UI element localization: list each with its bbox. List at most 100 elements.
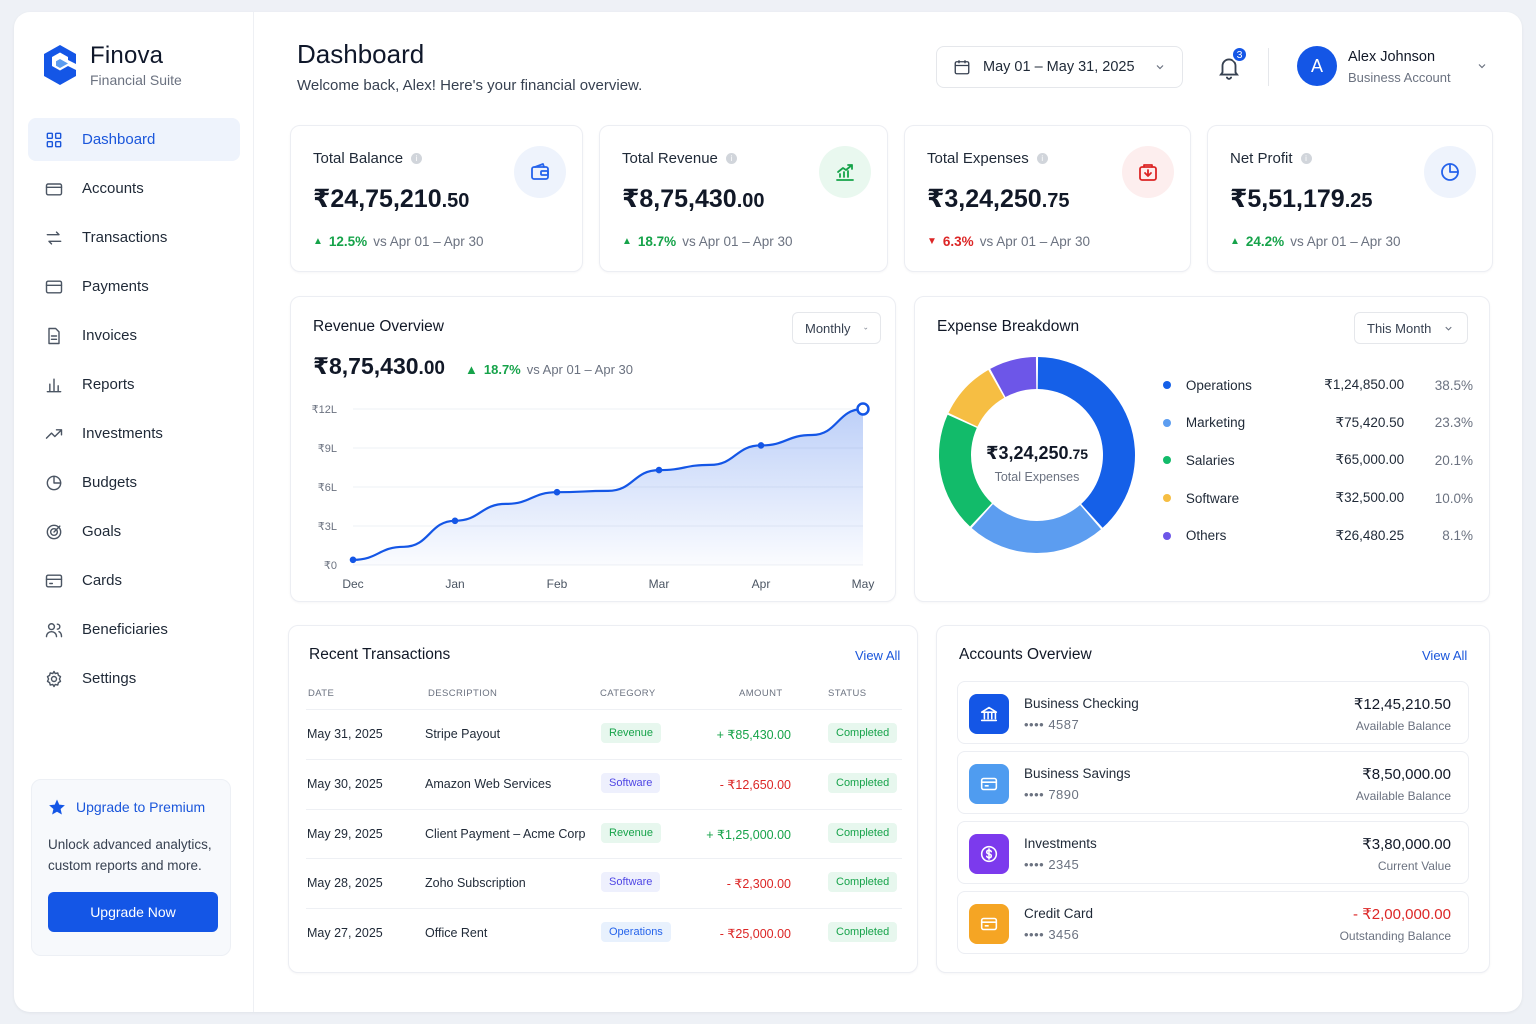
legend-name: Others [1185,528,1227,544]
donut-center-value: ₹3,24,250 [985,443,1069,463]
data-point[interactable] [451,517,459,525]
revenue-change-value: 18.7% [483,362,521,377]
stat-card-total-expenses: Total Expenses i ₹3,24,250.75 ▼ 6.3% vs A… [904,125,1191,272]
data-point[interactable] [349,556,357,564]
brand-name: Finova [90,42,164,69]
info-icon[interactable]: i [725,153,737,164]
sidebar-item-label: Reports [82,376,135,393]
sidebar-item-reports[interactable]: Reports [28,363,240,406]
document-icon [44,326,64,346]
tx-amount: - ₹25,000.00 [719,927,791,942]
stat-value: ₹24,75,210 [313,185,442,213]
stat-value: ₹5,51,179 [1230,185,1345,213]
data-point[interactable] [856,402,870,416]
sidebar-item-payments[interactable]: Payments [28,265,240,308]
table-row[interactable]: May 29, 2025 Client Payment – Acme Corp … [306,808,902,859]
account-business-savings[interactable]: Business Savings •••• 7890 ₹8,50,000.00 … [957,751,1469,814]
up-arrow-icon: ▲ [622,236,632,247]
stat-compare: vs Apr 01 – Apr 30 [979,234,1091,249]
bar-chart-icon [44,375,64,395]
revenue-period-dropdown[interactable]: Monthly [792,312,881,344]
tx-description: Client Payment – Acme Corp [425,826,586,841]
donut-slice-salaries[interactable] [939,414,992,527]
stat-value: ₹3,24,250 [927,185,1042,213]
table-row[interactable]: May 30, 2025 Amazon Web Services Softwar… [306,758,902,809]
revenue-period-value: Monthly [805,320,851,336]
sidebar-item-label: Payments [82,278,149,295]
revenue-value-decimal: .00 [418,358,445,379]
revenue-compare-text: vs Apr 01 – Apr 30 [526,362,633,377]
sidebar-item-investments[interactable]: Investments [28,412,240,455]
y-tick-label: ₹9L [318,443,337,455]
tx-description: Office Rent [425,926,488,941]
pie-icon [44,473,64,493]
donut-slice-operations[interactable] [1037,357,1135,528]
data-point[interactable] [553,488,561,496]
brand[interactable]: Finova Financial Suite [42,42,182,88]
expense-donut-chart [939,357,1135,553]
legend-percent: 20.1% [1434,452,1473,468]
card-icon [44,571,64,591]
chevron-down-icon [1156,65,1164,70]
category-badge: Software [601,772,661,793]
date-range-picker[interactable]: May 01 – May 31, 2025 [936,46,1183,88]
sidebar-item-cards[interactable]: Cards [28,559,240,602]
sidebar-item-label: Invoices [82,327,138,344]
sidebar-item-accounts[interactable]: Accounts [28,167,240,210]
accounts-view-all-link[interactable]: View All [1422,648,1468,663]
trend-icon [44,424,64,444]
table-row[interactable]: May 31, 2025 Stripe Payout Revenue + ₹85… [306,709,902,759]
account-balance-label: Outstanding Balance [1339,929,1451,943]
y-tick-label: ₹0 [324,560,337,572]
data-point[interactable] [655,466,663,474]
account-business-checking[interactable]: Business Checking •••• 4587 ₹12,45,210.5… [957,681,1469,744]
sidebar-item-transactions[interactable]: Transactions [28,216,240,259]
sidebar-item-settings[interactable]: Settings [28,657,240,700]
col-date: DATE [308,688,335,699]
sidebar-item-budgets[interactable]: Budgets [28,461,240,504]
sidebar-item-beneficiaries[interactable]: Beneficiaries [28,608,240,651]
col-category: CATEGORY [600,688,656,699]
sidebar-item-label: Accounts [82,180,144,197]
sidebar-nav: Dashboard Accounts Transactions Payments Inv… [28,118,240,706]
accounts-overview-card: Accounts Overview View All Business Chec… [936,625,1490,973]
sidebar-item-invoices[interactable]: Invoices [28,314,240,357]
bell-icon[interactable] [1216,54,1242,80]
user-name[interactable]: Alex Johnson [1348,49,1436,65]
page-title: Dashboard [297,39,425,69]
revenue-line-chart: ₹0 ₹3L ₹6L ₹9L ₹12L Dec Jan Feb Mar Apr May [312,402,874,591]
bank-icon [969,694,1009,734]
account-balance-label: Available Balance [1355,789,1451,803]
tx-description: Zoho Subscription [425,876,526,891]
expense-period-dropdown[interactable]: This Month [1354,312,1468,344]
category-badge: Software [601,872,661,893]
sidebar-item-label: Transactions [82,229,168,246]
info-icon[interactable]: i [411,153,423,164]
account-investments[interactable]: Investments •••• 2345 ₹3,80,000.00 Curre… [957,821,1469,884]
donut-slice-marketing[interactable] [971,504,1101,553]
transactions-view-all-link[interactable]: View All [855,648,901,663]
legend-item-operations: Operations ₹1,24,850.00 38.5% [1163,375,1473,395]
dollar-coin-icon [969,834,1009,874]
info-icon[interactable]: i [1036,153,1048,164]
chevron-down-icon[interactable] [1476,60,1488,72]
legend-amount: ₹75,420.50 [1335,414,1405,430]
x-tick-label: Feb [547,577,568,591]
chevron-down-icon [863,327,867,330]
info-icon[interactable]: i [1300,153,1312,164]
donut-slice-software[interactable] [948,369,1005,427]
stat-change: 18.7% [637,234,677,249]
revenue-value: ₹8,75,430 [313,353,419,379]
avatar[interactable]: A [1297,46,1337,86]
data-point[interactable] [757,442,765,449]
tx-date: May 28, 2025 [307,876,383,891]
table-row[interactable]: May 28, 2025 Zoho Subscription Software … [306,858,902,908]
sidebar-item-goals[interactable]: Goals [28,510,240,553]
upgrade-now-button[interactable]: Upgrade Now [48,892,218,932]
account-credit-card[interactable]: Credit Card •••• 3456 - ₹2,00,000.00 Out… [957,891,1469,954]
sidebar-item-dashboard[interactable]: Dashboard [28,118,240,161]
table-row[interactable]: May 27, 2025 Office Rent Operations - ₹2… [306,908,902,958]
growth-chart-icon [819,146,871,198]
finova-logo-icon [44,45,76,85]
donut-slice-others[interactable] [990,357,1037,398]
